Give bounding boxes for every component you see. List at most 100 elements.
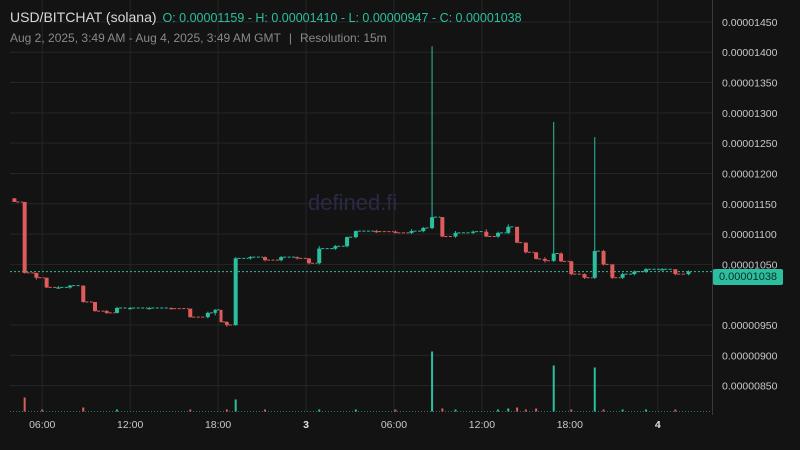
candle-body [644,269,649,272]
volume-bar [507,408,510,412]
volume-bar [602,409,605,412]
candle-body [430,217,435,229]
time-axis[interactable]: 06:00 12:00 18:00 3 06:00 12:00 18:00 4 [29,419,661,431]
candle-body [34,272,39,278]
candle-body [345,237,350,247]
volume-bar [645,409,648,412]
candle-body [56,287,61,289]
candle-body [534,252,539,259]
price-tick-label: 0.00001250 [722,138,778,150]
price-tick-label: 0.00001200 [722,168,778,180]
candle-body [263,257,268,261]
candle-body [496,232,501,237]
volume-bar [354,409,357,412]
price-tick-label: 0.00001050 [722,259,778,271]
candle-body [506,226,511,233]
candle-body [279,257,284,261]
candle-body [306,258,311,264]
volume-bar [189,409,192,412]
candle-body [632,271,637,275]
candle-body [219,309,223,322]
candle-body [515,226,520,243]
price-tick-label: 0.00001100 [722,229,777,241]
candle-body [523,242,528,253]
volume-bar [524,409,527,412]
separator: | [288,31,292,45]
volume-bar [621,409,624,412]
candle-body [147,308,152,310]
volume-bar [454,409,457,412]
volume-bar [674,409,677,412]
price-tick-label: 0.00001300 [722,108,778,120]
chart-legend: USD/BITCHAT (solana) O: 0.00001159 - H: 0… [10,9,710,45]
volume-bar [431,351,434,412]
candle-body [601,251,606,265]
candle-body [248,257,253,259]
candle-body [592,251,597,278]
chart-grid [10,0,712,412]
volume-bar [593,367,596,412]
time-tick-label: 4 [655,419,661,431]
current-price-badge: 0.00001038 [713,269,783,285]
candles [12,46,691,327]
candle-body [673,269,678,275]
candle-body [353,231,358,238]
time-tick-label: 06:00 [381,419,407,431]
candle-body [213,309,217,313]
date-range: Aug 2, 2025, 3:49 AM - Aug 4, 2025, 3:49… [10,31,281,45]
candle-body [12,198,17,202]
candle-body [374,231,379,233]
candle-body [421,228,426,232]
candle-body [333,246,338,249]
candle-body [551,253,556,261]
volume-bars [10,351,712,412]
candle-body [22,201,27,273]
candle-body [205,312,210,318]
volume-bar [535,408,538,412]
price-tick-label: 0.00001450 [722,17,778,29]
candle-body [569,261,574,275]
candle-body [559,253,564,262]
candle-body [81,285,86,302]
candle-body [660,269,665,271]
price-axis[interactable]: 0.00001450 0.00001400 0.00001350 0.00001300… [722,17,778,393]
time-tick-label: 12:00 [117,419,143,431]
ohlc-values: O: 0.00001159 - H: 0.00001410 - L: 0.000… [162,11,522,25]
price-tick-label: 0.00000950 [722,320,778,332]
volume-bar [318,409,321,412]
candle-body [104,311,109,313]
candle-body [169,308,174,310]
candle-body [233,258,238,326]
candle-body [128,308,133,310]
time-tick-label: 18:00 [205,419,231,431]
candle-body [620,274,625,278]
candle-body [317,248,322,264]
pair-title: USD/BITCHAT (solana) [10,9,157,25]
candle-body [453,232,458,237]
candle-body [542,258,547,261]
time-tick-label: 06:00 [29,419,55,431]
candle-body [393,231,398,233]
candle-body [582,274,587,278]
time-tick-label: 3 [303,419,309,431]
volume-bar [394,409,397,412]
volume-bar [23,397,26,412]
volume-bar [225,409,228,412]
candle-body [610,264,615,278]
candle-body [686,271,691,275]
time-tick-label: 12:00 [469,419,495,431]
volume-bar [570,409,573,412]
price-tick-label: 0.00000900 [722,350,778,362]
candle-body [484,231,489,237]
candle-body [93,301,98,312]
volume-bar [441,408,444,412]
volume-bar [115,409,118,412]
candle-body [68,285,73,288]
candle-body [188,308,193,318]
volume-bar [234,399,237,412]
volume-bar [552,365,555,412]
watermark: defined.fi [308,190,398,215]
candle-body [440,217,445,237]
volume-bar [264,409,267,412]
